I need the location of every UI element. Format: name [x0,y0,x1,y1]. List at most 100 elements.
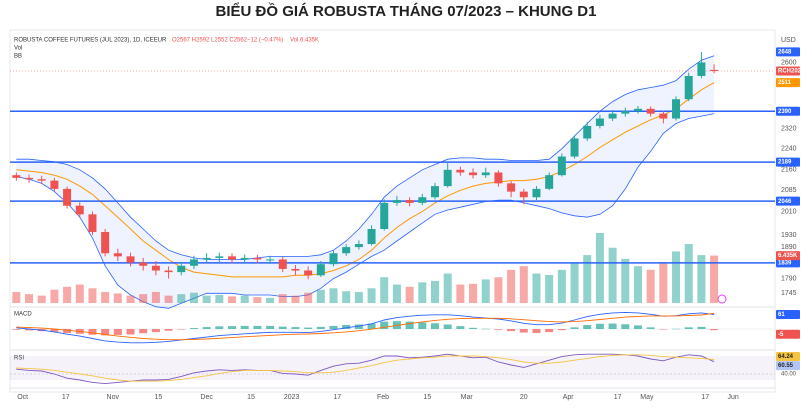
volume-bar [215,294,224,303]
macd-histogram-bar [367,323,376,329]
level-tag: 1839 [778,261,792,267]
symbol-tag-bg [776,66,800,76]
volume-tag-bg [776,251,800,261]
x-tick-label: 17 [701,394,709,401]
candle-body [75,205,84,215]
macd-histogram-bar [532,329,541,334]
x-tick-label: May [640,394,654,401]
volume-bar [177,294,186,303]
macd-histogram-bar [126,329,135,335]
macd-line [16,312,715,341]
ohlc-legend: O2567 H2592 L2552 C2562 [172,38,248,44]
rsi-tag-bg [776,361,800,371]
volume-bar [557,269,566,303]
level-tag-bg [776,258,800,268]
candle-body [354,244,363,248]
x-tick-label: 2023 [284,394,300,401]
macd-tag: 61 [778,312,785,318]
candle-body [430,186,439,198]
y-tick-label: 1930 [781,232,797,239]
volume-bar [430,280,439,303]
x-tick-label: 15 [155,394,163,401]
volume-bar [519,266,528,303]
volume-bar [63,286,72,303]
volume-bar [481,279,490,303]
volume-bar [684,244,693,303]
level-tag: 2189 [778,160,792,166]
chart-title: BIỂU ĐỒ GIÁ ROBUSTA THÁNG 07/2023 – KHUN… [216,2,597,20]
volume-bar [532,273,541,303]
macd-histogram-bar [710,329,719,331]
candle-body [494,172,503,184]
candle-body [304,270,313,276]
level-tag-bg [776,196,800,206]
volume-bar [646,269,655,303]
macd-histogram-bar [177,329,186,330]
indicator-label: BB [14,54,22,60]
macd-histogram-bar [633,325,642,329]
macd-histogram-bar [113,329,122,335]
candle-body [595,118,604,126]
volume-bar [12,291,21,303]
candle-body [342,247,351,254]
x-tick-label: 17 [333,394,341,401]
candle-body [507,183,516,192]
candle-body [633,108,642,112]
volume-bar [710,255,719,303]
volume-bar [494,277,503,303]
volume-bar [228,296,237,303]
macd-histogram-bar [304,327,313,329]
candle-body [519,191,528,198]
y-tick-label: 2010 [781,208,797,215]
x-tick-label: Dec [200,394,213,401]
macd-histogram-bar [659,329,668,330]
volume-bar [545,275,554,303]
volume-bar [443,273,452,303]
candle-body [253,257,262,260]
macd-histogram-bar [88,329,97,335]
volume-bar [278,294,287,303]
volume-bar [240,295,249,303]
macd-histogram-bar [595,323,604,329]
macd-histogram-bar [672,328,681,330]
rsi-ma-tag-bg [776,351,800,361]
candle-body [151,265,160,271]
y-tick-label: 2320 [781,125,797,132]
macd-histogram-bar [583,324,592,329]
macd-histogram-bar [697,326,706,329]
volume-bar [633,266,642,303]
candle-body [37,179,46,181]
volume-bar [151,291,160,303]
macd-histogram-bar [278,326,287,329]
y-tick-label: 2600 [781,59,797,66]
level-tag-bg [776,157,800,167]
level-tag: 2390 [778,109,792,115]
level-tag-bg [776,106,800,116]
currency-label: USD [781,37,796,44]
volume-bar [50,289,59,303]
candle-body [329,253,338,265]
volume-bar [189,292,198,303]
volume-tag: 6.435K [778,253,798,259]
macd-histogram-bar [316,326,325,329]
macd-histogram-bar [189,328,198,329]
band-basis [16,82,715,278]
candle-body [101,231,110,254]
macd-histogram-bar [507,329,516,332]
candle-body [545,175,554,189]
macd-histogram-bar [405,321,414,329]
x-tick-label: Mar [461,394,474,401]
volume-bar [570,262,579,303]
macd-label: MACD [14,312,32,318]
symbol-tag: RCH2023 [778,69,805,75]
candle-body [202,257,211,260]
plot-frame [9,29,776,393]
volume-bar [316,289,325,303]
candle-body [316,264,325,276]
volume-bar [659,262,668,303]
rsi-tick-label: 40.00 [781,372,797,378]
volume-bar [672,251,681,303]
volume-bar [139,294,148,303]
volume-bar [595,233,604,303]
